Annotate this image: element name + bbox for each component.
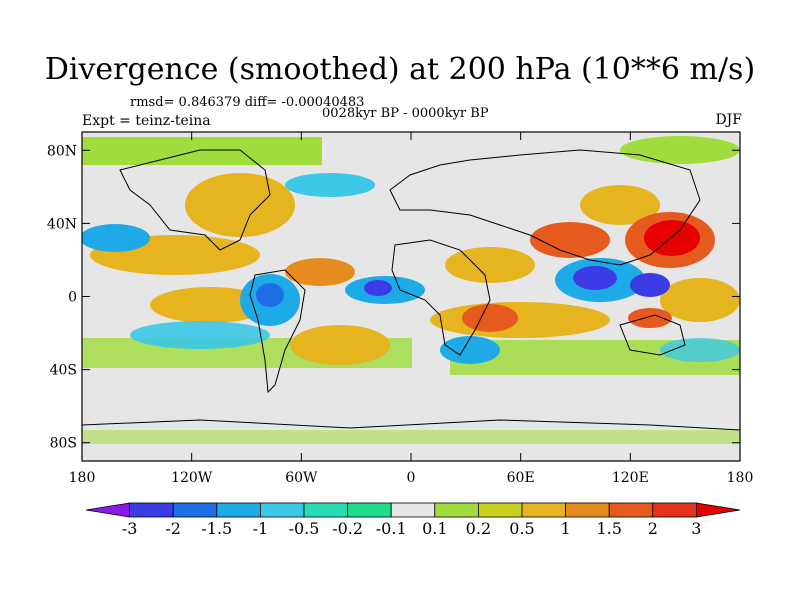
x-tick-label: 60W <box>285 470 318 486</box>
field-blob-wpac-core <box>630 273 670 297</box>
colorbar-swatch <box>172 502 218 518</box>
colorbar-label: 2 <box>648 519 658 538</box>
colorbar-swatch <box>85 502 131 518</box>
coast-north-america <box>119 149 271 251</box>
coast-africa <box>391 239 491 356</box>
colorbar-swatch <box>216 502 261 518</box>
coast-antarctica <box>82 419 740 431</box>
experiment-label: Expt = teinz-teina <box>82 113 211 129</box>
field-band-antarctic-green <box>82 430 740 444</box>
x-tick-label: 180 <box>727 470 754 486</box>
colorbar-swatch <box>652 502 697 518</box>
colorbar-swatch <box>521 502 566 518</box>
field-blob-gulf-guinea-core <box>364 280 392 296</box>
field-blob-spac-east-cyan <box>660 338 740 362</box>
field-blob-wpac-yellow <box>660 278 740 322</box>
field-blob-nam-yellow <box>185 173 295 237</box>
field-blob-satl-yellow <box>290 325 390 365</box>
colorbar-label: 0.1 <box>422 519 447 538</box>
x-axis: 180 120W 60W 0 60E 120E 180 <box>69 132 754 486</box>
x-tick-label: 60E <box>507 470 535 486</box>
colorbar-label: 1.5 <box>596 519 621 538</box>
y-tick-label: 40S <box>50 363 77 379</box>
colorbar-label: 3 <box>691 519 701 538</box>
x-tick-label: 120E <box>612 470 649 486</box>
field-blob-indonesia-core <box>573 266 617 290</box>
colorbar-swatch <box>347 502 392 518</box>
field-blob-safrica-blue <box>440 336 500 364</box>
colorbar-swatch <box>477 502 523 518</box>
field-blob-tropac-yellow <box>150 287 270 323</box>
field-blob-natl-cyan <box>285 173 375 197</box>
colorbar-swatch <box>565 502 610 518</box>
season-label: DJF <box>715 112 742 128</box>
field-blob-australia-red <box>628 308 672 328</box>
colorbar-label: 1 <box>561 519 571 538</box>
field-blob-india-red <box>530 222 610 258</box>
colorbar-swatch <box>259 502 305 518</box>
map-field <box>82 132 740 461</box>
colorbar-swatch <box>608 502 654 518</box>
colorbar-label: -0.2 <box>332 519 363 538</box>
x-tick-label: 180 <box>69 470 96 486</box>
colorbar-label: -2 <box>165 519 181 538</box>
y-tick-label: 40N <box>47 216 77 232</box>
colorbar-label: -1 <box>253 519 269 538</box>
y-tick-label: 0 <box>68 290 77 306</box>
colorbar-swatch <box>390 502 436 518</box>
field-blob-atl-orange <box>285 258 355 286</box>
field-blob-samerica-core <box>256 283 284 307</box>
x-tick-label: 0 <box>407 470 416 486</box>
colorbar-swatch <box>696 502 741 518</box>
colorbar-label: 0.2 <box>466 519 491 538</box>
stats-text: rmsd= 0.846379 diff= -0.00040483 <box>130 95 365 110</box>
coast-eurasia <box>389 149 701 266</box>
colorbar-label: -0.5 <box>289 519 320 538</box>
colorbar-label: -0.1 <box>376 519 407 538</box>
coast-australia <box>619 314 686 356</box>
coastlines <box>82 149 740 431</box>
x-tick-label: 120W <box>171 470 213 486</box>
field-blob-arabia-yellow <box>445 247 535 283</box>
colorbar: -3 -2 -1.5 -1 -0.5 -0.2 -0.1 0.1 0.2 0.5 1 1.5 2 3 <box>85 502 741 538</box>
field-blob-arctic-east <box>620 136 740 164</box>
y-axis: 80N 40N 0 40S 80S <box>47 143 740 452</box>
colorbar-label: -1.5 <box>201 519 232 538</box>
y-tick-label: 80S <box>50 436 77 452</box>
field-band-arctic-green <box>82 137 322 165</box>
field-blob-eastasia-core <box>644 220 700 256</box>
colorbar-label: -3 <box>122 519 138 538</box>
y-tick-label: 80N <box>47 143 77 159</box>
field-blob-africa-red <box>462 304 518 332</box>
colorbar-swatch <box>129 502 174 518</box>
map-title: Divergence (smoothed) at 200 hPa (10**6 … <box>44 52 756 87</box>
coast-south-america <box>249 269 306 394</box>
field-blob-indian-yellow <box>430 302 610 338</box>
period-text: 0028kyr BP - 0000kyr BP <box>322 106 489 121</box>
colorbar-swatch <box>434 502 479 518</box>
colorbar-label: 0.5 <box>509 519 534 538</box>
field-blob-asia-yellow <box>580 185 660 225</box>
field-blob-wpac-blue <box>82 224 150 252</box>
colorbar-swatch <box>303 502 348 518</box>
field-blob-spac-cyan <box>130 321 270 349</box>
